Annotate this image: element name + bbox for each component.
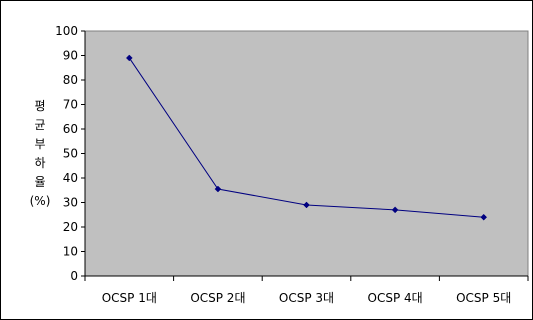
x-tick-label: OCSP 1대 [102, 291, 157, 305]
plot-area [84, 30, 529, 277]
data-point-marker [214, 185, 222, 193]
data-point-marker [303, 201, 310, 209]
y-axis-ticks: 0 10 20 30 40 50 60 70 80 90 100 [55, 24, 85, 283]
y-tick-label: 40 [63, 171, 78, 185]
y-axis-title: 평 균 부 하 율 (%) [30, 99, 51, 208]
x-axis-ticks: OCSP 1대 OCSP 2대 OCSP 3대 OCSP 4대 OCSP 5대 [84, 276, 529, 305]
y-tick-label: 50 [63, 147, 78, 161]
data-point-marker [480, 213, 488, 221]
y-tick-label: 60 [63, 122, 78, 136]
y-tick-label: 70 [63, 98, 78, 112]
y-tick-label: 30 [63, 196, 78, 210]
y-tick-label: 20 [63, 220, 78, 234]
x-tick-label: OCSP 3대 [279, 291, 334, 305]
data-point-marker [125, 54, 133, 62]
y-tick-label: 10 [63, 245, 78, 259]
x-tick-label: OCSP 5대 [456, 291, 511, 305]
data-point-marker [391, 206, 399, 214]
x-tick-label: OCSP 4대 [368, 291, 423, 305]
y-tick-label: 100 [55, 24, 78, 38]
series-layer [125, 54, 488, 221]
y-tick-label: 80 [63, 73, 78, 87]
y-axis-title-text: 평 균 부 하 율 (%) [30, 99, 51, 208]
y-tick-label: 90 [63, 49, 78, 63]
y-tick-label: 0 [70, 269, 78, 283]
x-tick-label: OCSP 2대 [190, 291, 245, 305]
